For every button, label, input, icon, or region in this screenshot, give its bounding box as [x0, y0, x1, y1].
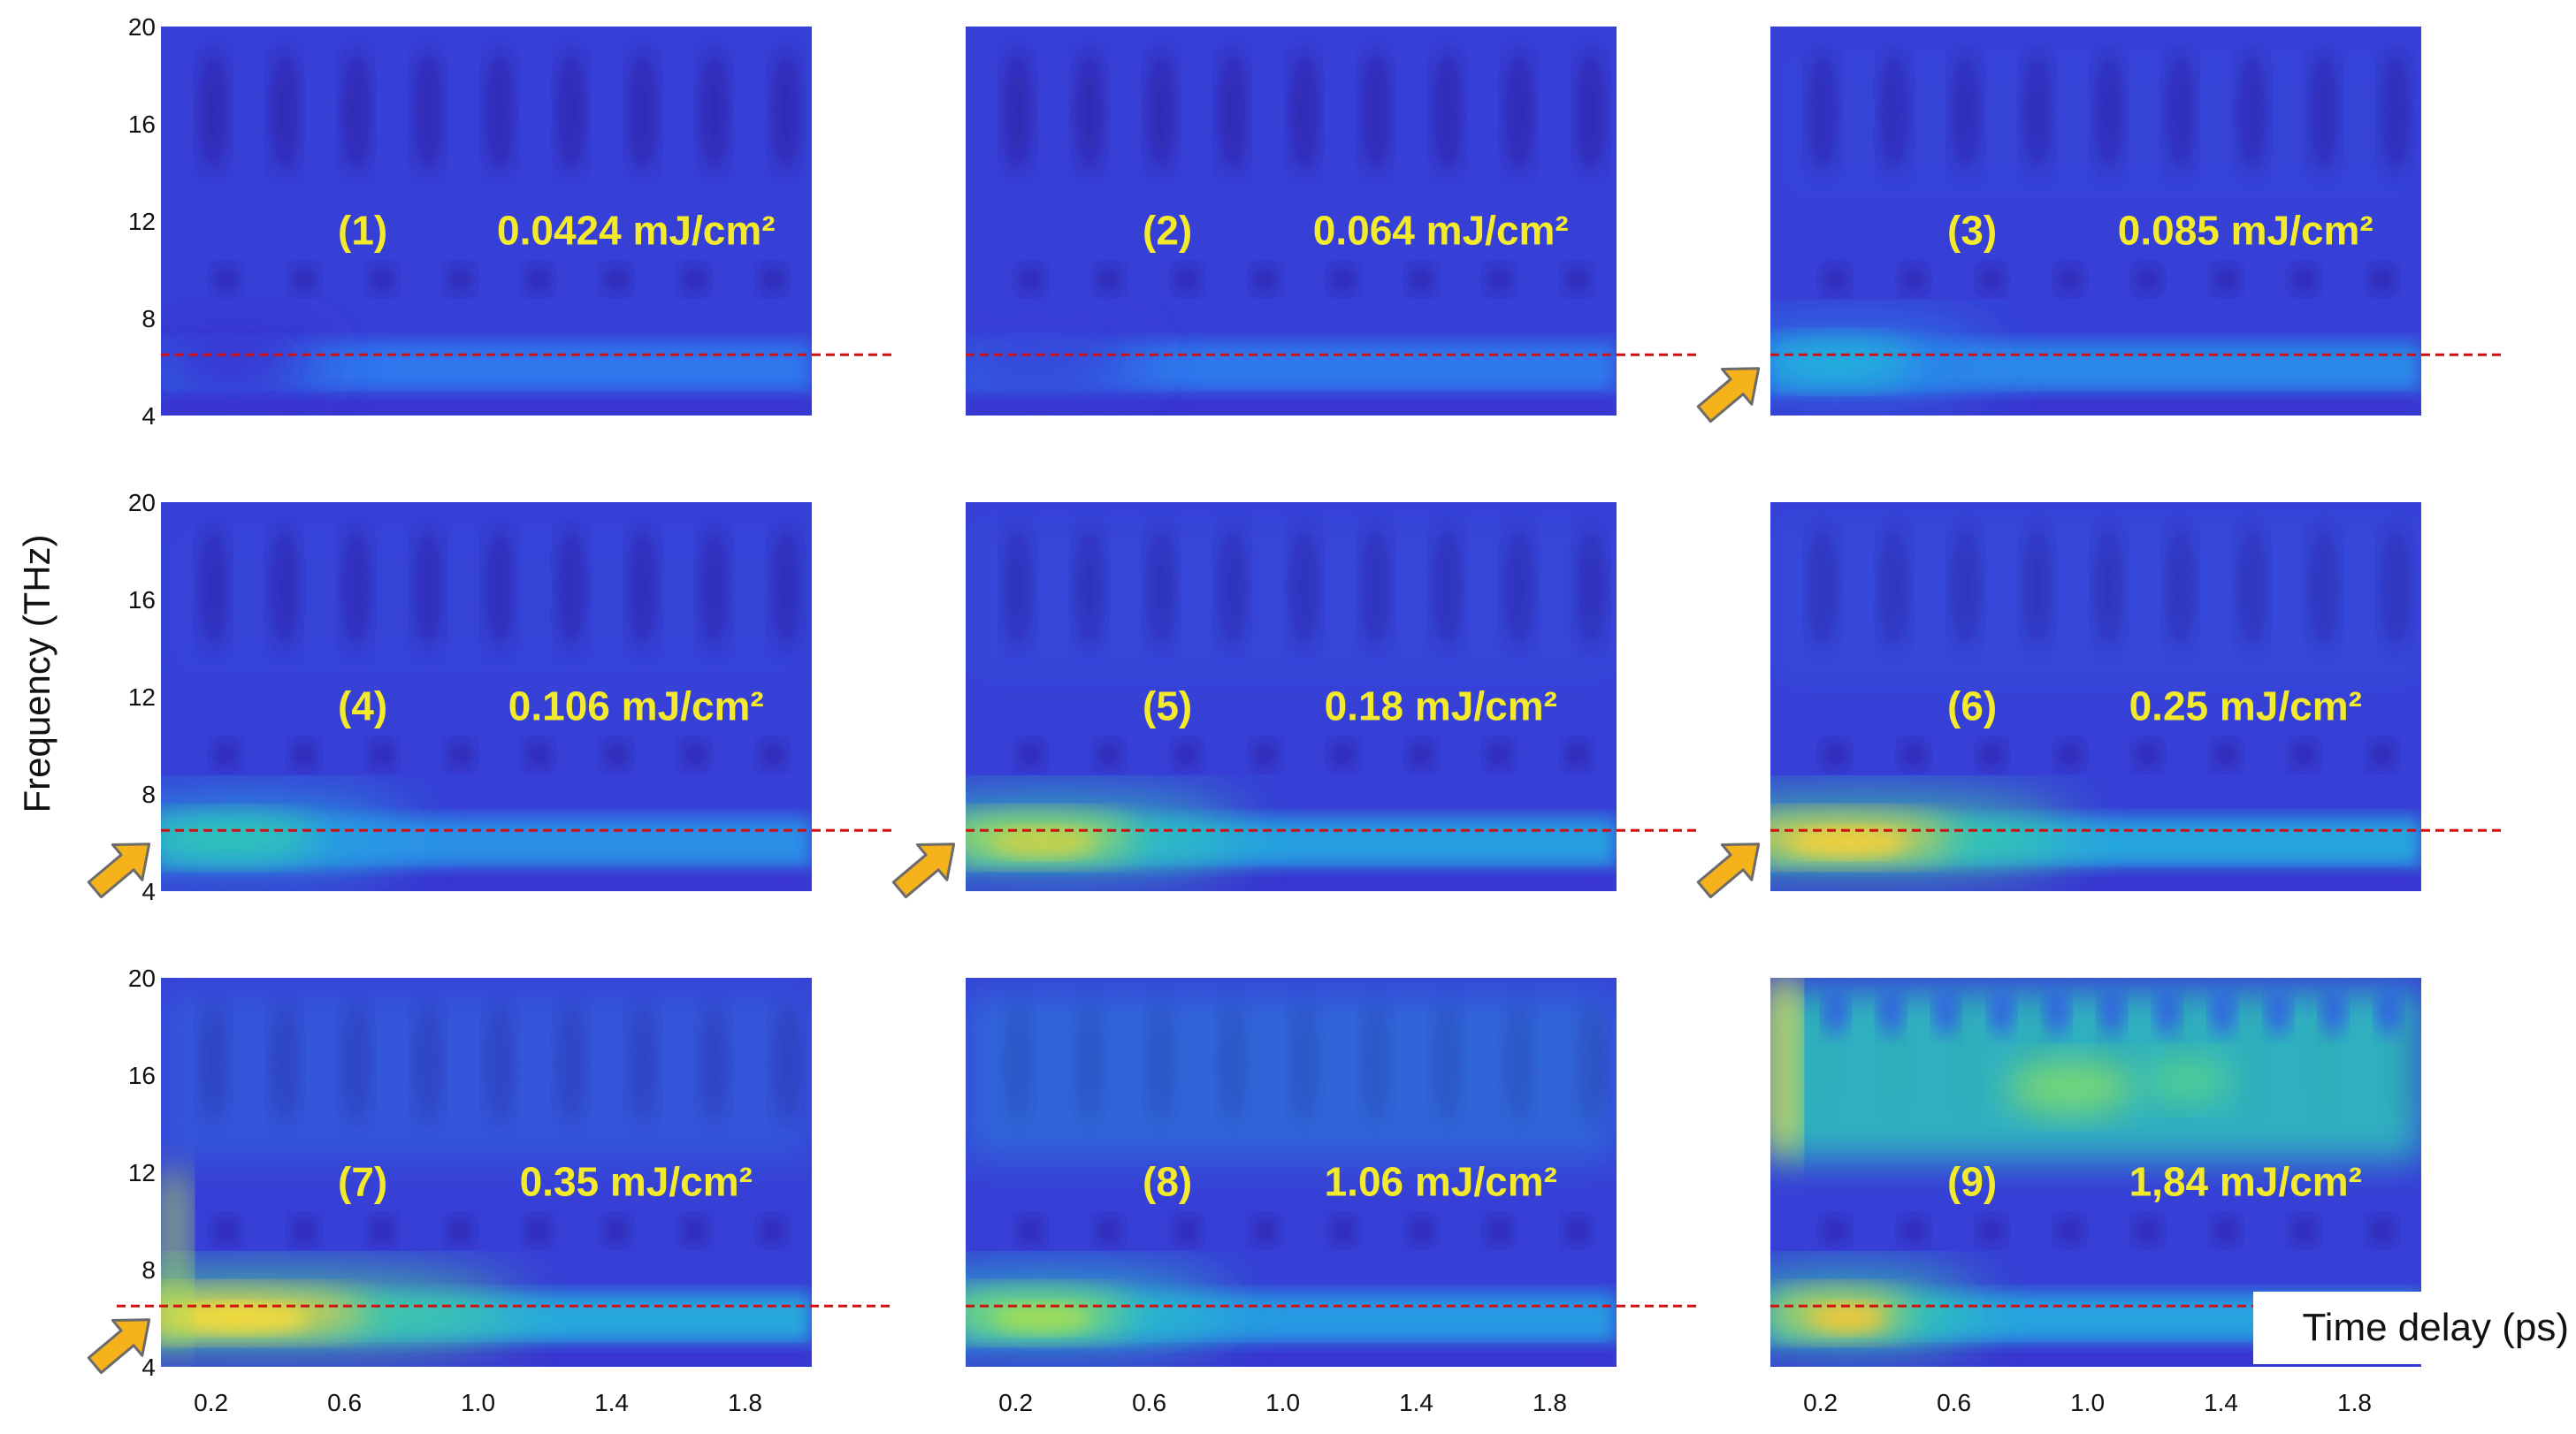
panel-5-heatmap [966, 502, 1617, 891]
panel-9-heatmap [1770, 978, 2421, 1367]
panel-7-fluence: 0.35 mJ/cm² [520, 1158, 753, 1204]
panel-2-heatmap [966, 27, 1617, 416]
x-axis-title: Time delay (ps) [2253, 1292, 2576, 1364]
panel-6-label: (6) [1947, 683, 1997, 728]
panel-4-ytick-2: 12 [128, 683, 156, 711]
panel-2-fluence: 0.064 mJ/cm² [1313, 207, 1569, 253]
panel-5-arrow-icon [891, 843, 956, 899]
panel-8-xtick-0: 0.2 [998, 1389, 1033, 1416]
panel-7-ytick-3: 8 [141, 1256, 156, 1284]
y-axis-title: Frequency (THz) [5, 534, 69, 812]
panel-9-xtick-4: 1.8 [2337, 1389, 2372, 1416]
panel-4-heatmap [161, 502, 812, 891]
panel-3-label: (3) [1947, 207, 1997, 253]
panel-8-xtick-3: 1.4 [1399, 1389, 1433, 1416]
panel-9-xtick-3: 1.4 [2204, 1389, 2238, 1416]
panel-7-ytick-4: 4 [141, 1354, 156, 1381]
panel-6-fluence: 0.25 mJ/cm² [2129, 683, 2362, 728]
panel-4-ytick-0: 20 [128, 489, 156, 516]
panel-9-label: (9) [1947, 1158, 1997, 1204]
panel-4-ytick-4: 4 [141, 878, 156, 905]
panel-9-xtick-2: 1.0 [2070, 1389, 2105, 1416]
panel-6-arrow-icon [1696, 843, 1761, 899]
panels-layer: (1) 0.0424 mJ/cm² (2) 0.064 mJ/cm² (3) 0.085 … [87, 27, 2501, 1375]
panel-8-heatmap [966, 978, 1617, 1367]
panel-7-xtick-3: 1.4 [594, 1389, 629, 1416]
panel-7-ytick-0: 20 [128, 965, 156, 992]
panel-1-ytick-3: 8 [141, 305, 156, 332]
panel-8-xtick-2: 1.0 [1265, 1389, 1300, 1416]
panel-9-xtick-0: 0.2 [1803, 1389, 1838, 1416]
panel-4-arrow-icon [87, 843, 151, 899]
panel-4-ytick-3: 8 [141, 781, 156, 808]
panel-4-label: (4) [338, 683, 387, 728]
panel-8-label: (8) [1143, 1158, 1192, 1204]
panel-1-fluence: 0.0424 mJ/cm² [497, 207, 776, 253]
panel-4-ytick-1: 16 [128, 586, 156, 614]
panel-4-fluence: 0.106 mJ/cm² [508, 683, 764, 728]
panel-5-fluence: 0.18 mJ/cm² [1325, 683, 1557, 728]
panel-2-label: (2) [1143, 207, 1192, 253]
panel-1-ytick-4: 4 [141, 402, 156, 430]
panel-5-label: (5) [1143, 683, 1192, 728]
panel-3-heatmap [1770, 27, 2421, 416]
panel-3-arrow-icon [1696, 367, 1761, 423]
panel-7-ytick-1: 16 [128, 1062, 156, 1089]
panel-1-heatmap [161, 27, 812, 416]
panel-7-xtick-0: 0.2 [194, 1389, 228, 1416]
y-axis-title-text: Frequency (THz) [16, 534, 57, 813]
panel-8-fluence: 1.06 mJ/cm² [1325, 1158, 1557, 1204]
panel-7-xtick-2: 1.0 [461, 1389, 495, 1416]
panel-8-xtick-4: 1.8 [1533, 1389, 1567, 1416]
panel-3-fluence: 0.085 mJ/cm² [2118, 207, 2373, 253]
panel-7-heatmap [161, 978, 812, 1367]
panel-6-heatmap [1770, 502, 2421, 891]
panel-7-ytick-2: 12 [128, 1159, 156, 1186]
panel-7-xtick-4: 1.8 [728, 1389, 762, 1416]
panel-1-ytick-2: 12 [128, 208, 156, 235]
axes-layer: 20 16 12 8 4 20 16 12 8 4 20 16 12 8 4 0.2 0.6 1.0 1.4 1.8 0… [128, 13, 2372, 1416]
panel-1-ytick-1: 16 [128, 111, 156, 138]
panel-1-label: (1) [338, 207, 387, 253]
panel-8-xtick-1: 0.6 [1132, 1389, 1166, 1416]
panel-1-ytick-0: 20 [128, 13, 156, 41]
panel-7-xtick-1: 0.6 [327, 1389, 362, 1416]
panel-7-arrow-icon [87, 1318, 151, 1375]
panel-9-xtick-1: 0.6 [1937, 1389, 1971, 1416]
panel-9-fluence: 1,84 mJ/cm² [2129, 1158, 2362, 1204]
panel-7-label: (7) [338, 1158, 387, 1204]
